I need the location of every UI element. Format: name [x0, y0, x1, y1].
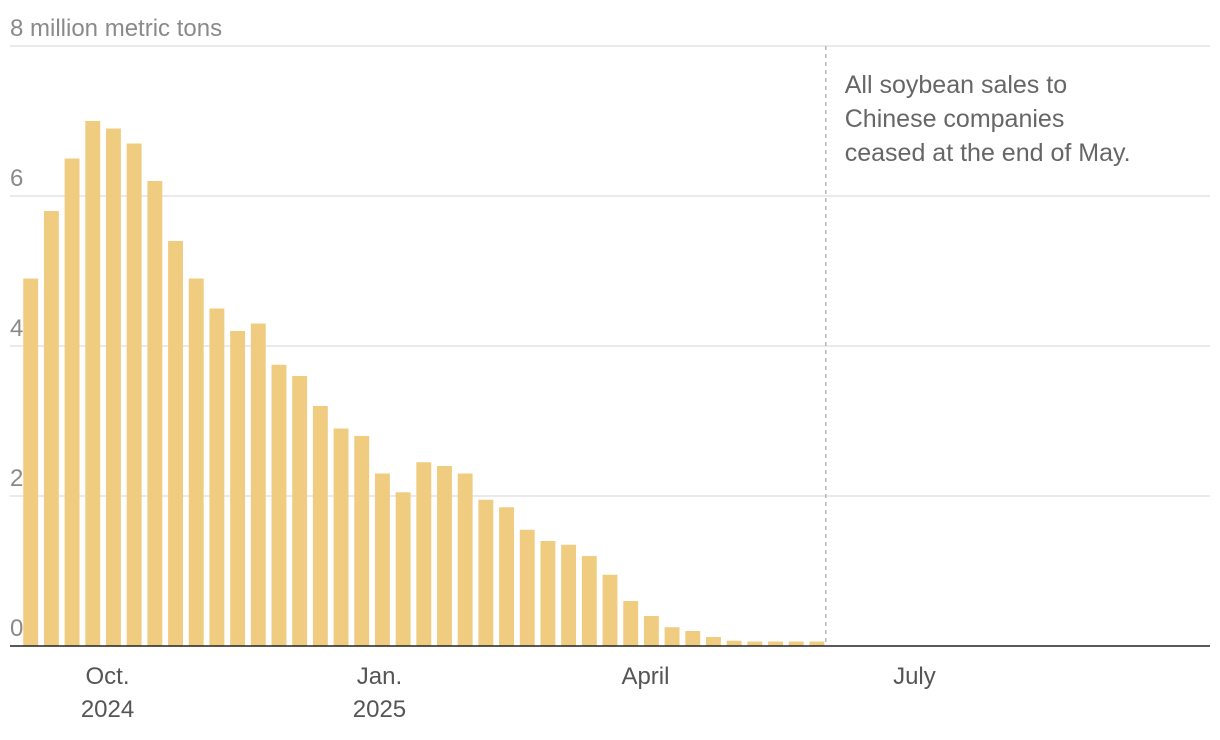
y-tick-label-4: 4 [10, 315, 23, 342]
bar-2024-12-05 [292, 376, 308, 646]
x-tick-year-0: 2024 [81, 696, 134, 723]
bar-2025-04-17 [685, 631, 701, 646]
bar-2025-03-20 [602, 574, 618, 646]
bar-2025-01-02 [374, 473, 390, 646]
bar-2025-01-30 [457, 473, 473, 646]
bar-2025-04-10 [664, 627, 680, 646]
bar-2025-01-09 [395, 492, 411, 646]
annotation-line-3: ceased at the end of May. [845, 139, 1131, 167]
bar-2025-04-24 [706, 637, 721, 646]
bar-2025-02-06 [478, 499, 494, 646]
bar-2025-03-13 [581, 556, 597, 646]
bar-2025-03-27 [623, 601, 639, 646]
x-tick-month-3: July [893, 663, 936, 690]
x-axis-tick-labels: Oct. 2024 Jan. 2025 April July [81, 663, 936, 723]
bars [23, 121, 825, 646]
bar-2025-01-23 [437, 466, 452, 646]
bar-2025-05-01 [726, 640, 742, 646]
bar-2024-09-26 [85, 121, 101, 646]
y-tick-label-2: 2 [10, 465, 23, 492]
x-tick-month-1: Jan. [357, 663, 402, 690]
bar-2025-05-22 [788, 641, 804, 646]
bar-2024-10-17 [147, 181, 163, 646]
bar-2024-11-14 [230, 331, 246, 646]
annotation-note: All soybean sales to Chinese companies c… [845, 71, 1131, 167]
x-tick-month-0: Oct. [86, 663, 130, 690]
bar-2025-05-08 [747, 641, 763, 646]
bar-2024-11-07 [209, 308, 225, 646]
bar-2025-02-13 [499, 507, 514, 646]
bar-2024-10-03 [106, 128, 121, 646]
y-tick-label-8: 8 million metric tons [10, 15, 222, 42]
bar-2025-02-20 [519, 529, 535, 646]
x-tick-month-2: April [621, 663, 669, 690]
x-tick-year-1: 2025 [353, 696, 406, 723]
bar-2025-02-27 [540, 541, 556, 646]
bar-2024-10-24 [168, 241, 183, 646]
bar-2025-03-06 [561, 544, 577, 646]
bar-2024-12-26 [354, 436, 370, 646]
bar-2024-10-10 [126, 143, 142, 646]
bar-2024-09-12 [43, 211, 59, 646]
annotation-line-2: Chinese companies [845, 105, 1065, 133]
y-axis-tick-labels: 0 2 4 6 8 million metric tons [10, 15, 222, 642]
y-tick-label-0: 0 [10, 615, 23, 642]
bar-2024-09-05 [23, 278, 39, 646]
bar-2025-05-15 [768, 641, 783, 646]
bar-2025-05-29 [809, 641, 825, 646]
bar-2024-11-21 [250, 323, 266, 646]
bar-2024-11-28 [271, 364, 287, 646]
bar-2024-12-12 [312, 406, 328, 646]
bar-2024-12-19 [333, 428, 349, 646]
bar-2024-10-31 [188, 278, 204, 646]
bar-2025-04-03 [643, 616, 659, 646]
bar-2025-01-16 [416, 462, 432, 646]
annotation-line-1: All soybean sales to [845, 71, 1067, 99]
y-tick-label-6: 6 [10, 165, 23, 192]
bar-2024-09-19 [64, 158, 80, 646]
